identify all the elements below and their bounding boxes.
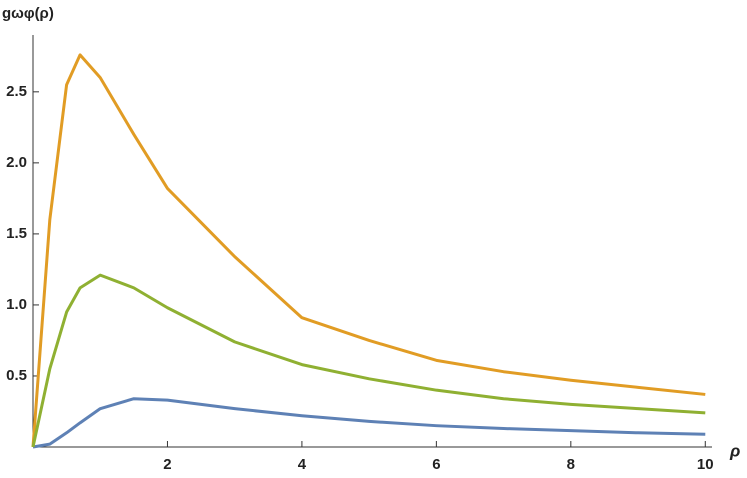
line-series [31, 53, 706, 448]
y-tick-label: 1.5 [6, 225, 27, 242]
x-tick-label: 10 [697, 456, 714, 473]
line-series [32, 397, 706, 449]
line-series [31, 273, 706, 448]
x-axis-label: ρ [729, 441, 740, 460]
x-tick-label: 2 [163, 456, 171, 473]
x-tick-label: 4 [298, 456, 307, 473]
x-tick-label: 8 [567, 456, 575, 473]
y-tick-label: 1.0 [6, 296, 27, 313]
y-tick-label: 2.5 [6, 83, 27, 100]
y-tick-label: 2.0 [6, 154, 27, 171]
x-tick-label: 6 [432, 456, 440, 473]
y-axis-label: gωφ(ρ) [2, 5, 54, 22]
y-tick-label: 0.5 [6, 367, 27, 384]
